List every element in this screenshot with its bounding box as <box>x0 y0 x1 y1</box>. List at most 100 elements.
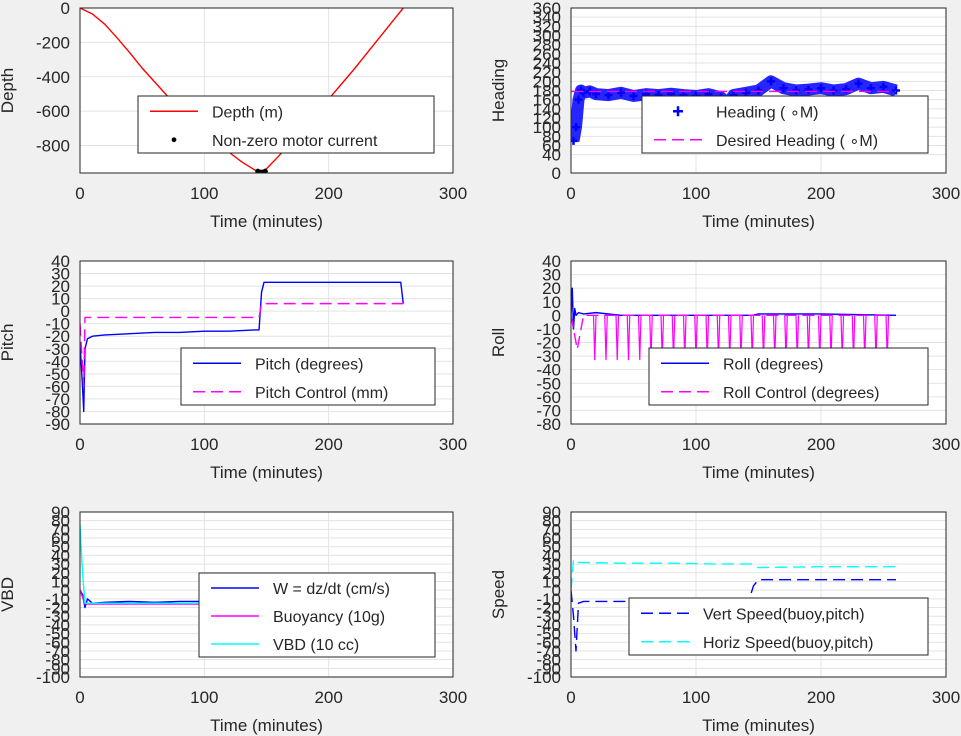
x-tick-label: 0 <box>75 184 84 203</box>
legend-box <box>628 597 929 656</box>
y-axis-label: Roll <box>489 328 508 357</box>
y-tick-label: -80 <box>536 651 561 670</box>
y-tick-label: 40 <box>542 146 561 165</box>
y-tick-label: 40 <box>542 252 561 271</box>
y-tick-label: 80 <box>542 127 561 146</box>
y-tick-label: -90 <box>536 659 561 678</box>
y-tick-label: 10 <box>542 293 561 312</box>
x-tick-label: 200 <box>807 435 835 454</box>
y-tick-label: -10 <box>45 315 70 334</box>
y-tick-label: -50 <box>45 365 70 384</box>
y-tick-label: 0 <box>552 164 561 183</box>
x-tick-label: 200 <box>314 688 342 707</box>
series-line <box>571 559 896 591</box>
y-tick-label: -70 <box>45 390 70 409</box>
y-tick-label: 120 <box>533 109 561 128</box>
y-tick-label: -50 <box>45 625 70 644</box>
y-tick-label: 30 <box>51 555 70 574</box>
y-tick-label: -90 <box>45 659 70 678</box>
y-tick-label: 0 <box>61 0 70 18</box>
y-tick-label: 30 <box>542 266 561 285</box>
x-tick-label: 100 <box>682 435 710 454</box>
x-axis-label: Time (minutes) <box>702 212 815 231</box>
series-line <box>80 302 404 388</box>
legend-entry: Heading ( ∘M) <box>716 104 819 121</box>
y-axis-label: Depth <box>0 68 17 113</box>
x-tick-label: 300 <box>439 184 467 203</box>
y-tick-label: -10 <box>536 320 561 339</box>
y-tick-label: 100 <box>533 118 561 137</box>
y-tick-label: -400 <box>36 68 70 87</box>
legend-entry: Horiz Speed(buoy,pitch) <box>703 635 873 652</box>
legend: Heading ( ∘M) Desired Heading ( ∘M) <box>641 95 929 154</box>
x-tick-label: 300 <box>932 688 960 707</box>
x-tick-label: 0 <box>75 688 84 707</box>
y-tick-label: 60 <box>51 529 70 548</box>
legend-entry: Vert Speed(buoy,pitch) <box>703 606 865 623</box>
legend-entry: Depth (m) <box>212 104 283 121</box>
legend: Depth (m) Non-zero motor current <box>137 95 435 154</box>
legend-box <box>198 572 436 658</box>
y-tick-label: -50 <box>536 374 561 393</box>
y-tick-label: -100 <box>36 668 70 687</box>
y-tick-label: 40 <box>51 252 70 271</box>
y-tick-label: 20 <box>542 564 561 583</box>
y-tick-label: -40 <box>45 352 70 371</box>
y-tick-label: -60 <box>45 377 70 396</box>
y-tick-label: -200 <box>36 33 70 52</box>
y-tick-label: 40 <box>51 546 70 565</box>
x-tick-label: 0 <box>75 435 84 454</box>
y-tick-label: 340 <box>533 8 561 27</box>
axes-frame <box>570 7 947 174</box>
y-tick-label: 90 <box>542 503 561 522</box>
y-tick-label: -40 <box>536 361 561 380</box>
y-tick-label: -60 <box>536 388 561 407</box>
y-tick-label: -10 <box>45 590 70 609</box>
y-tick-label: -800 <box>36 137 70 156</box>
axes-frame <box>570 260 947 425</box>
legend-box <box>648 347 929 406</box>
y-tick-label: -100 <box>527 668 561 687</box>
x-tick-label: 300 <box>932 435 960 454</box>
legend-box <box>641 95 929 154</box>
y-tick-label: -50 <box>536 625 561 644</box>
y-tick-label: 260 <box>533 45 561 64</box>
y-tick-label: 140 <box>533 100 561 119</box>
legend-marker <box>171 137 177 143</box>
subplot-heading: 0 100 200 300040608010012014016018020022024… <box>489 0 960 231</box>
y-tick-label: -40 <box>536 616 561 635</box>
y-tick-label: -20 <box>45 327 70 346</box>
y-tick-label: 60 <box>542 137 561 156</box>
y-tick-label: 70 <box>542 520 561 539</box>
x-axis-label: Time (minutes) <box>210 716 323 735</box>
y-tick-label: -90 <box>45 415 70 434</box>
legend-box <box>137 95 435 154</box>
legend: W = dz/dt (cm/s) Buoyancy (10g) VBD (10 cc… <box>198 572 436 658</box>
y-tick-label: 10 <box>542 572 561 591</box>
legend-entry: W = dz/dt (cm/s) <box>273 581 390 598</box>
subplot-vbd: 0 100 200 3009080706050403020100-10-20-30-4… <box>0 503 467 735</box>
y-tick-label: -30 <box>536 607 561 626</box>
y-tick-label: -60 <box>536 633 561 652</box>
x-tick-label: 300 <box>439 435 467 454</box>
legend-entry: Non-zero motor current <box>212 133 378 150</box>
y-tick-label: -80 <box>45 651 70 670</box>
y-tick-label: 30 <box>542 555 561 574</box>
y-tick-label: -10 <box>536 590 561 609</box>
x-tick-label: 200 <box>807 688 835 707</box>
series-line <box>571 287 897 330</box>
y-tick-label: 40 <box>542 546 561 565</box>
roll-control-spike <box>615 315 620 361</box>
y-tick-label: -40 <box>45 616 70 635</box>
x-tick-label: 300 <box>932 184 960 203</box>
y-tick-label: -20 <box>536 599 561 618</box>
y-tick-label: 20 <box>51 564 70 583</box>
x-axis-label: Time (minutes) <box>210 212 323 231</box>
roll-control-spike <box>592 315 597 361</box>
subplot-speed: 0 100 200 3009080706050403020100-10-20-30-4… <box>489 503 960 735</box>
x-tick-label: 200 <box>807 184 835 203</box>
y-axis-label: Heading <box>489 59 508 122</box>
y-tick-label: 80 <box>542 512 561 531</box>
x-tick-label: 200 <box>314 184 342 203</box>
y-tick-label: 50 <box>542 538 561 557</box>
